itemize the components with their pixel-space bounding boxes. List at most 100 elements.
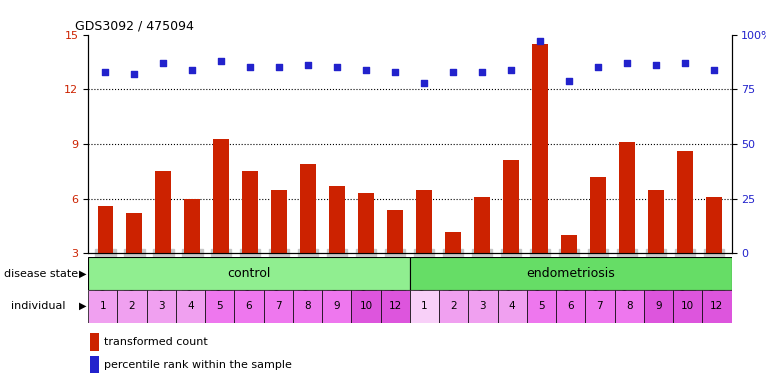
Bar: [97, 206, 113, 253]
Point: [679, 60, 691, 66]
Point: [447, 69, 460, 75]
Text: 6: 6: [246, 301, 252, 311]
Text: 7: 7: [597, 301, 604, 311]
Text: 2: 2: [129, 301, 136, 311]
Bar: [90, 356, 100, 373]
Text: endometriosis: endometriosis: [526, 267, 615, 280]
Bar: [176, 290, 205, 323]
Bar: [614, 290, 643, 323]
Bar: [388, 210, 403, 253]
Text: disease state: disease state: [4, 268, 78, 279]
Point: [273, 65, 286, 71]
Bar: [445, 232, 461, 253]
Text: 6: 6: [568, 301, 574, 311]
Bar: [300, 164, 316, 253]
Point: [186, 66, 198, 73]
Bar: [381, 290, 410, 323]
Point: [331, 65, 343, 71]
Text: 3: 3: [480, 301, 486, 311]
Bar: [619, 142, 635, 253]
Bar: [352, 290, 381, 323]
Bar: [185, 199, 201, 253]
Bar: [271, 190, 287, 253]
Text: 5: 5: [538, 301, 545, 311]
Bar: [410, 257, 732, 290]
Point: [621, 60, 633, 66]
Bar: [532, 44, 548, 253]
Bar: [117, 290, 146, 323]
Point: [650, 62, 663, 68]
Bar: [214, 139, 229, 253]
Text: 5: 5: [216, 301, 223, 311]
Point: [505, 66, 517, 73]
Text: 3: 3: [158, 301, 165, 311]
Point: [100, 69, 112, 75]
Bar: [90, 333, 100, 351]
Text: percentile rank within the sample: percentile rank within the sample: [104, 359, 292, 369]
Text: 7: 7: [275, 301, 282, 311]
Bar: [417, 190, 432, 253]
Text: GDS3092 / 475094: GDS3092 / 475094: [75, 19, 194, 32]
Point: [389, 69, 401, 75]
Text: 9: 9: [333, 301, 340, 311]
Bar: [155, 171, 172, 253]
Bar: [677, 151, 693, 253]
Text: 10: 10: [359, 301, 372, 311]
Bar: [242, 171, 258, 253]
Text: 10: 10: [681, 301, 694, 311]
Bar: [706, 197, 722, 253]
Bar: [474, 197, 490, 253]
Point: [534, 38, 546, 44]
Bar: [234, 290, 264, 323]
Bar: [591, 177, 606, 253]
Point: [360, 66, 372, 73]
Point: [303, 62, 315, 68]
Bar: [503, 161, 519, 253]
Bar: [322, 290, 352, 323]
Text: individual: individual: [11, 301, 66, 311]
Bar: [293, 290, 322, 323]
Point: [244, 65, 257, 71]
Text: 4: 4: [187, 301, 194, 311]
Bar: [88, 257, 410, 290]
Text: 8: 8: [626, 301, 633, 311]
Point: [129, 71, 141, 77]
Text: transformed count: transformed count: [104, 337, 208, 347]
Text: 2: 2: [450, 301, 457, 311]
Bar: [264, 290, 293, 323]
Point: [708, 66, 720, 73]
Text: ▶: ▶: [79, 301, 87, 311]
Bar: [468, 290, 498, 323]
Bar: [439, 290, 468, 323]
Text: 8: 8: [304, 301, 311, 311]
Text: 9: 9: [655, 301, 662, 311]
Text: control: control: [228, 267, 270, 280]
Point: [563, 78, 575, 84]
Bar: [146, 290, 176, 323]
Bar: [498, 290, 527, 323]
Text: 4: 4: [509, 301, 516, 311]
Text: 1: 1: [100, 301, 106, 311]
Bar: [561, 235, 578, 253]
Text: 12: 12: [388, 301, 402, 311]
Bar: [410, 290, 439, 323]
Point: [157, 60, 169, 66]
Bar: [556, 290, 585, 323]
Point: [215, 58, 228, 64]
Bar: [643, 290, 673, 323]
Bar: [648, 190, 664, 253]
Point: [418, 79, 430, 86]
Bar: [329, 186, 345, 253]
Point: [592, 65, 604, 71]
Bar: [88, 290, 117, 323]
Bar: [205, 290, 234, 323]
Point: [476, 69, 489, 75]
Text: 12: 12: [710, 301, 724, 311]
Text: 1: 1: [421, 301, 427, 311]
Bar: [527, 290, 556, 323]
Bar: [673, 290, 702, 323]
Bar: [126, 214, 142, 253]
Bar: [702, 290, 732, 323]
Bar: [358, 193, 375, 253]
Text: ▶: ▶: [79, 268, 87, 279]
